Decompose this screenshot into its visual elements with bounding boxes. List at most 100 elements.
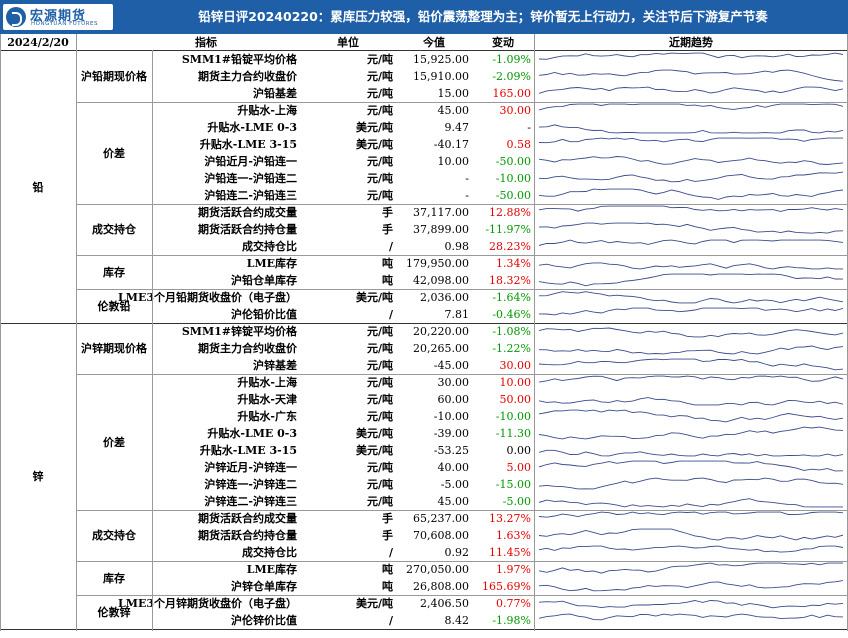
unit-label: 美元/吨 (355, 121, 393, 134)
unit-label: 吨 (382, 563, 393, 576)
row-divider (76, 595, 848, 596)
column-header-indicator: 指标 (195, 36, 217, 49)
column-divider (534, 34, 535, 631)
trend-sparkline (539, 375, 843, 383)
unit-label: 吨 (382, 257, 393, 270)
change-value: -50.00 (495, 155, 531, 168)
current-value: 2,406.50 (420, 597, 469, 610)
change-value: -10.00 (495, 410, 531, 423)
change-value: -11.30 (495, 427, 531, 440)
unit-label: / (388, 308, 393, 321)
row-divider (76, 289, 848, 290)
company-logo: 宏源期货 HONGYUAN FUTURES (3, 4, 113, 30)
unit-label: 元/吨 (366, 53, 393, 66)
group-label: 沪锌期现价格 (81, 342, 147, 355)
current-value: -53.25 (433, 444, 469, 457)
current-value: - (465, 189, 469, 202)
trend-sparkline (539, 600, 843, 609)
trend-sparkline (539, 307, 843, 316)
row-divider (76, 204, 848, 205)
trend-sparkline (539, 103, 843, 111)
unit-label: / (388, 546, 393, 559)
report-title: 铅锌日评20240220：累库压力较强，铅价震荡整理为主；锌价暂无上行动力，关注… (198, 9, 768, 24)
change-value: -5.00 (502, 495, 531, 508)
group-label: 库存 (103, 265, 125, 279)
trend-sparkline (539, 222, 843, 234)
change-value: 10.00 (499, 376, 532, 389)
indicator-label: 升贴水-LME 3-15 (199, 138, 297, 151)
trend-sparkline (539, 545, 843, 553)
current-value: 45.00 (437, 495, 470, 508)
change-value: -1.09% (492, 53, 531, 66)
current-value: -39.00 (433, 427, 469, 440)
change-value: -1.98% (492, 614, 531, 627)
change-value: -0.46% (492, 308, 531, 321)
indicator-label: 沪铅连一-沪铅连二 (204, 172, 297, 185)
trend-sparkline (539, 460, 843, 472)
group-label: 库存 (103, 571, 125, 585)
change-value: 13.27% (489, 512, 531, 525)
current-value: 10.00 (437, 155, 470, 168)
trend-sparkline (539, 580, 843, 592)
unit-label: 元/吨 (366, 189, 393, 202)
change-value: 0.00 (506, 444, 532, 457)
unit-label: / (388, 614, 393, 627)
change-value: 5.00 (506, 461, 532, 474)
trend-sparkline (539, 528, 843, 541)
unit-label: 元/吨 (366, 478, 393, 491)
current-value: -40.17 (433, 138, 469, 151)
indicator-label: 沪锌近月-沪锌连一 (204, 461, 297, 474)
indicator-label: 期货活跃合约成交量 (198, 512, 297, 525)
unit-label: 手 (382, 223, 393, 236)
unit-label: 美元/吨 (355, 597, 393, 610)
report-date: 2024/2/20 (7, 36, 69, 49)
unit-label: 元/吨 (366, 359, 393, 372)
change-value: 0.77% (496, 597, 531, 610)
change-value: 165.00 (492, 87, 532, 100)
column-divider (76, 34, 77, 631)
indicator-label: 期货主力合约收盘价 (198, 342, 297, 355)
indicator-label: 期货主力合约收盘价 (198, 70, 297, 83)
current-value: 20,220.00 (413, 325, 469, 338)
unit-label: 美元/吨 (355, 444, 393, 457)
unit-label: 美元/吨 (355, 291, 393, 304)
current-value: 26,808.00 (413, 580, 469, 593)
trend-sparkline (539, 511, 843, 518)
indicator-label: 期货活跃合约持仓量 (198, 529, 297, 542)
trend-sparkline (539, 273, 843, 287)
group-label: 价差 (103, 146, 125, 160)
indicator-label: 沪锌连一-沪锌连二 (204, 478, 297, 491)
unit-label: 元/吨 (366, 155, 393, 168)
current-value: 15,925.00 (413, 53, 469, 66)
indicator-label: 沪伦铅价比值 (231, 308, 297, 321)
unit-label: 元/吨 (366, 70, 393, 83)
trend-sparkline (539, 409, 843, 423)
trend-sparkline (539, 358, 843, 371)
group-label: 沪铅期现价格 (81, 70, 147, 83)
unit-label: 元/吨 (366, 376, 393, 389)
indicator-label: 沪锌基差 (253, 359, 297, 372)
indicator-label: LME库存 (246, 257, 297, 270)
indicator-label: LME3个月锌期货收盘价（电子盘） (118, 597, 297, 610)
trend-sparkline (539, 562, 843, 574)
group-label: 价差 (103, 435, 125, 449)
change-value: 1.34% (496, 257, 531, 270)
indicator-label: 升贴水-上海 (237, 104, 297, 117)
unit-label: / (388, 240, 393, 253)
row-divider (76, 561, 848, 562)
current-value: 42,098.00 (413, 274, 469, 287)
column-header-value: 今值 (423, 36, 445, 49)
current-value: 179,950.00 (406, 257, 469, 270)
trend-sparkline (539, 613, 843, 621)
indicator-label: 期货活跃合约持仓量 (198, 223, 297, 236)
change-value: 1.63% (496, 529, 531, 542)
indicator-label: 升贴水-LME 3-15 (199, 444, 297, 457)
current-value: 9.47 (444, 121, 470, 134)
change-value: -1.22% (492, 342, 531, 355)
trend-sparkline (539, 124, 843, 134)
row-divider (76, 510, 848, 511)
current-value: -45.00 (433, 359, 469, 372)
unit-label: 元/吨 (366, 104, 393, 117)
trend-sparkline (539, 291, 843, 304)
indicator-label: 沪锌连二-沪锌连三 (204, 495, 297, 508)
